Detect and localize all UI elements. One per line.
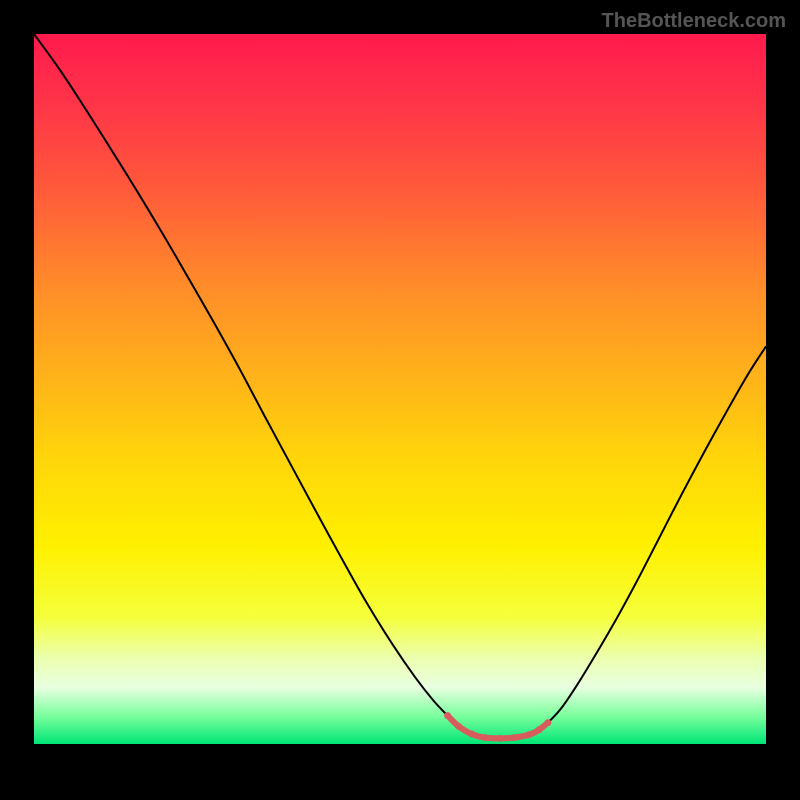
chart-line-layer <box>34 34 766 744</box>
watermark-text: TheBottleneck.com <box>602 10 786 33</box>
marker-dot <box>444 712 451 719</box>
marker-dots-group <box>444 712 551 742</box>
main-curve <box>34 34 766 738</box>
marker-dot <box>455 723 462 730</box>
marker-dot <box>496 735 503 742</box>
marker-dot <box>481 734 488 741</box>
marker-dot <box>525 731 532 738</box>
marker-dot <box>511 734 518 741</box>
chart-plot-area <box>34 34 766 744</box>
marker-dot <box>468 731 475 738</box>
marker-curve <box>448 716 548 739</box>
marker-dot <box>536 726 543 733</box>
marker-dot <box>544 719 551 726</box>
